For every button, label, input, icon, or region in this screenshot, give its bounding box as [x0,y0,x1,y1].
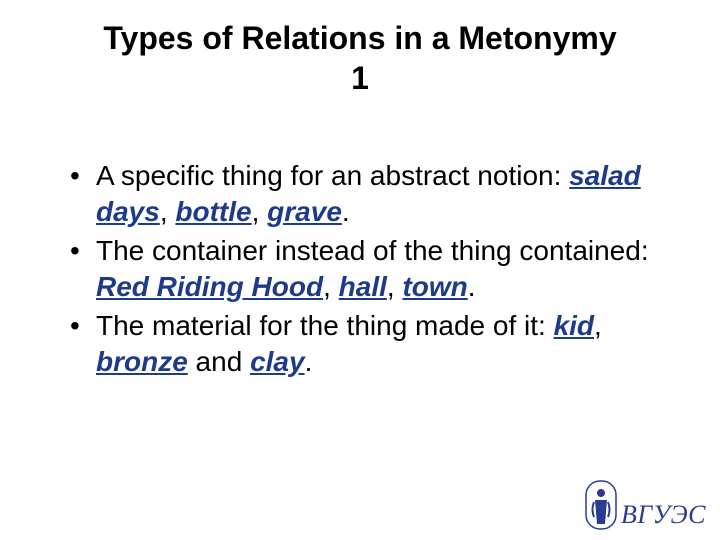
bullet-text: A specific thing for an abstract notion: [96,160,569,191]
footer-logo: ВГУЭС [585,480,706,530]
title-line-1: Types of Relations in a Metonymy [103,20,616,56]
slide-title: Types of Relations in a Metonymy 1 [0,0,720,98]
keyword: bronze [96,346,188,377]
bullet-tail: . [468,271,476,302]
slide-body: A specific thing for an abstract notion:… [0,98,720,380]
separator: , [160,196,176,227]
separator: , [323,271,339,302]
bullet-tail: . [305,346,313,377]
bullet-text: The material for the thing made of it: [96,310,554,341]
list-item: The material for the thing made of it: k… [60,308,660,381]
bullet-text: The container instead of the thing conta… [96,235,649,266]
keyword: kid [554,310,594,341]
separator: , [594,310,602,341]
keyword: town [402,271,467,302]
list-item: A specific thing for an abstract notion:… [60,158,660,231]
logo-figure-icon [585,480,617,530]
keyword: bottle [175,196,251,227]
separator: , [387,271,403,302]
logo-text: ВГУЭС [621,500,706,530]
separator: , [252,196,268,227]
bullet-list: A specific thing for an abstract notion:… [60,158,660,380]
title-line-2: 1 [351,60,369,96]
keyword: hall [339,271,387,302]
keyword: Red Riding Hood [96,271,323,302]
bullet-tail: . [342,196,350,227]
keyword: clay [250,346,305,377]
keyword: grave [267,196,342,227]
list-item: The container instead of the thing conta… [60,233,660,306]
separator: and [188,346,250,377]
